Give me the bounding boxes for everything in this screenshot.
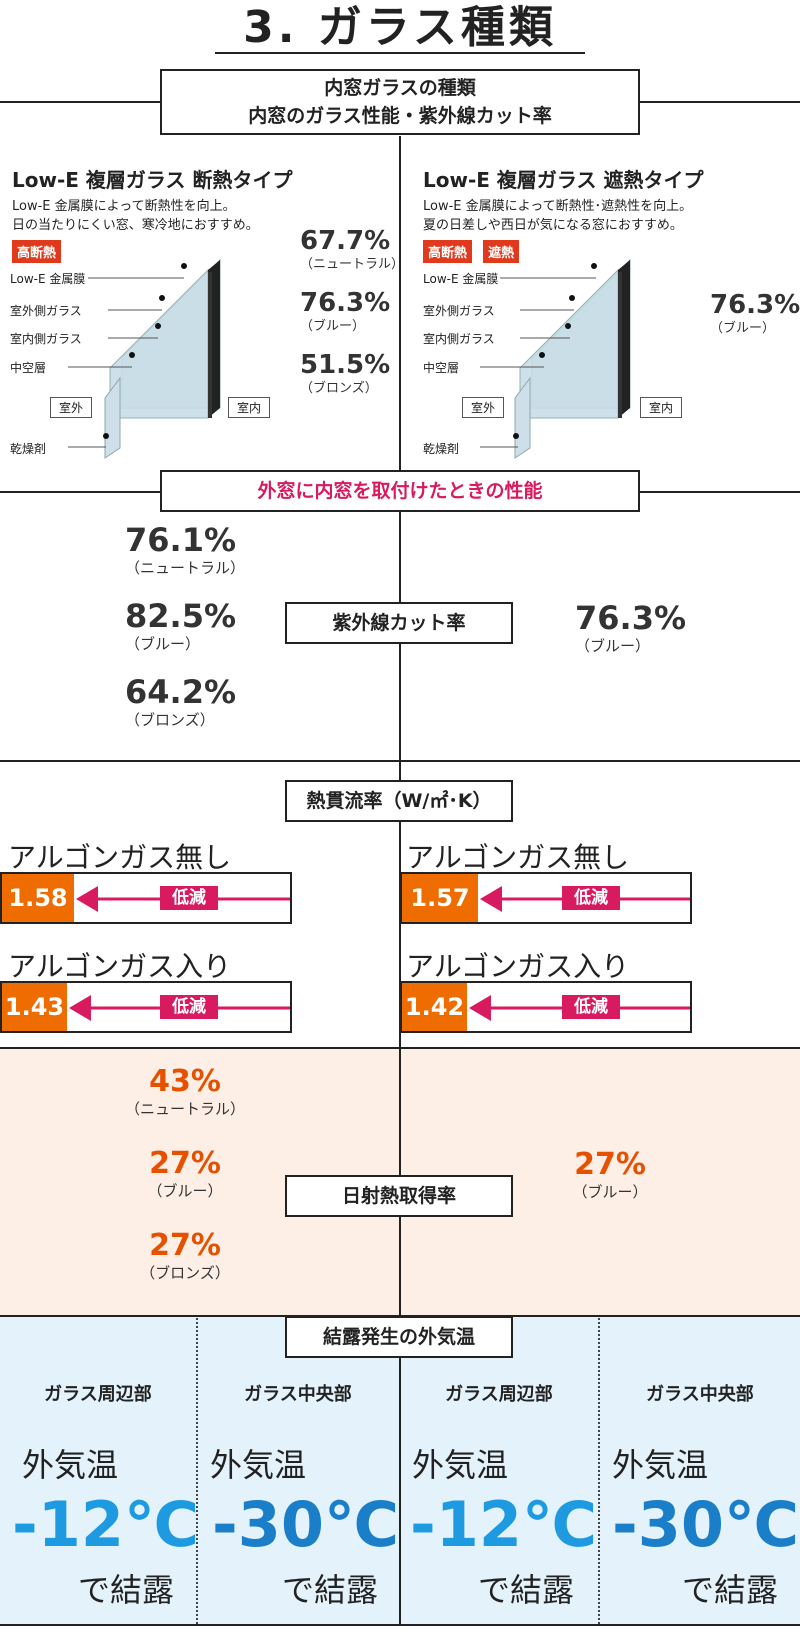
left-uv-list: 67.7% （ニュートラル） 76.3% （ブルー） 51.5% （ブロンズ） [300,226,404,398]
reduce-label: 低減 [562,995,620,1019]
right-label-desiccant: 乾燥剤 [423,442,460,456]
uvalue-left-value-1: 1.43 [2,983,67,1031]
shgc-left-item: 27% （ブルー） [147,1146,223,1201]
cond-col-tail: で結露 [478,1571,575,1609]
left-panel-desc2: 日の当たりにくい窓、寒冷地におすすめ。 [12,218,259,233]
right-label-inner-glass: 室内側ガラス [423,332,495,346]
left-label-outer-glass: 室外側ガラス [10,304,82,318]
cond-col-temp: -30℃ [212,1488,400,1561]
shgc-right-list: 27% （ブルー） [572,1147,648,1202]
header-line2: 内窓のガラス性能・紫外線カット率 [248,105,552,127]
right-glass-diagram [513,258,631,459]
cond-col-tail: で結露 [282,1571,379,1609]
uvalue-right-value-0: 1.57 [402,874,478,922]
uvalue-left-value-0: 1.58 [2,874,74,922]
shgc-section-label: 日射熱取得率 [285,1175,513,1217]
right-uv-label: （ブルー） [710,321,776,336]
left-label-air-layer: 中空層 [10,361,47,375]
uv-right-list: 76.3% （ブルー） [575,599,687,655]
left-uv-item: 76.3% （ブルー） [300,288,391,334]
tag-heat-shield: 遮熱 [483,240,520,263]
left-label-lowe: Low-E 金属膜 [10,272,86,286]
left-panel: Low-E 複層ガラス 断熱タイプ Low-E 金属膜によって断熱性を向上。 日… [12,164,392,263]
cond-col-air: 外気温 [412,1446,509,1484]
right-label-outer-glass: 室外側ガラス [423,304,495,318]
uv-left-list: 76.1% （ニュートラル） 82.5% （ブルー） 64.2% （ブロンズ） [125,522,245,730]
cond-col-air: 外気温 [22,1446,119,1484]
right-leader-lines [480,277,596,448]
title-underline [215,52,585,54]
uv-left-item: 64.2% （ブロンズ） [125,673,237,729]
page-title: 3. ガラス種類 [243,2,557,53]
right-panel-title: Low-E 複層ガラス 遮熱タイプ [423,168,704,192]
combined-box: 外窓に内窓を取付けたときの性能 [160,470,640,512]
shgc-left-list: 43% （ニュートラル） 27% （ブルー） 27% （ブロンズ） [125,1065,245,1283]
cond-col-tail: で結露 [78,1571,175,1609]
left-label-inner-glass: 室内側ガラス [10,332,82,346]
right-panel: Low-E 複層ガラス 遮熱タイプ Low-E 金属膜によって断熱性･遮熱性を向… [423,164,793,263]
left-glass-diagram [103,258,221,459]
cond-col-head: ガラス周辺部 [445,1384,553,1405]
right-panel-desc2: 夏の日差しや西日が気になる窓におすすめ。 [423,218,683,233]
left-panel-desc1: Low-E 金属膜によって断熱性を向上。 [12,199,236,214]
uvalue-left-label-0: アルゴンガス無し [8,841,232,874]
right-uv-list: 76.3% （ブルー） [710,290,800,338]
header-box: 内窓ガラスの種類 内窓のガラス性能・紫外線カット率 [160,69,640,135]
cond-center-line [399,1316,401,1626]
right-label-lowe: Low-E 金属膜 [423,272,499,286]
tag-high-insulation: 高断熱 [12,240,62,263]
uv-left-item: 76.1% （ニュートラル） [125,521,246,577]
right-label-air-layer: 中空層 [423,361,460,375]
reduce-label: 低減 [160,995,218,1019]
left-leader-lines [68,277,184,448]
cond-section-label: 結露発生の外気温 [285,1316,513,1358]
cond-col-air: 外気温 [612,1446,709,1484]
cond-col-head: ガラス周辺部 [44,1384,152,1405]
header-line1: 内窓ガラスの種類 [324,77,476,99]
left-label-desiccant: 乾燥剤 [10,442,47,456]
panel-divider [399,136,401,472]
reduce-label: 低減 [160,886,218,910]
cond-col-temp: -12℃ [12,1488,200,1561]
cond-col-head: ガラス中央部 [646,1384,754,1405]
shgc-left-item: 27% （ブロンズ） [140,1228,230,1283]
cond-dotted-divider [598,1318,600,1624]
tag-high-insulation: 高断熱 [423,240,473,263]
uvalue-right-label-0: アルゴンガス無し [406,841,630,874]
cond-col-temp: -12℃ [410,1488,598,1561]
reduce-label: 低減 [562,886,620,910]
cond-col-tail: で結露 [682,1571,779,1609]
left-inside-label: 室内 [228,397,271,418]
shgc-left-item: 43% （ニュートラル） [125,1064,246,1119]
uv-section-label: 紫外線カット率 [285,602,513,644]
uvalue-left-label-1: アルゴンガス入り [8,950,232,983]
uvalue-right-value-1: 1.42 [402,983,467,1031]
left-uv-item: 51.5% （ブロンズ） [300,350,391,396]
right-outside-label: 室外 [462,397,505,418]
right-uv-value: 76.3% [710,290,800,320]
right-panel-desc1: Low-E 金属膜によって断熱性･遮熱性を向上。 [423,199,693,214]
uvalue-right-label-1: アルゴンガス入り [406,950,630,983]
left-uv-item: 67.7% （ニュートラル） [300,226,405,272]
cond-col-air: 外気温 [210,1446,307,1484]
cond-col-head: ガラス中央部 [244,1384,352,1405]
left-outside-label: 室外 [50,397,93,418]
uvalue-section-label: 熱貫流率（W/㎡･K） [285,780,513,822]
uv-left-item: 82.5% （ブルー） [125,597,237,653]
left-panel-title: Low-E 複層ガラス 断熱タイプ [12,168,293,192]
cond-col-temp: -30℃ [612,1488,800,1561]
right-inside-label: 室内 [640,397,683,418]
cond-dotted-divider [196,1318,198,1624]
